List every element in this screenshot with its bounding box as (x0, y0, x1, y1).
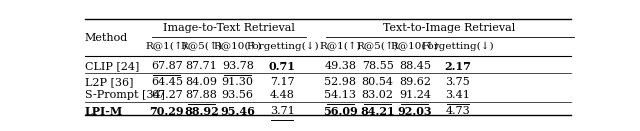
Text: 4.48: 4.48 (270, 90, 295, 100)
Text: 56.09: 56.09 (323, 106, 358, 117)
Text: 64.45: 64.45 (151, 77, 183, 87)
Text: 78.55: 78.55 (362, 61, 394, 71)
Text: R@1(↑): R@1(↑) (319, 42, 361, 51)
Text: R@5(↑): R@5(↑) (180, 42, 222, 51)
Text: 87.71: 87.71 (186, 61, 218, 71)
Text: 7.17: 7.17 (270, 77, 294, 87)
Text: 92.03: 92.03 (397, 106, 432, 117)
Text: Forgetting(↓): Forgetting(↓) (246, 42, 319, 51)
Text: CLIP [24]: CLIP [24] (85, 61, 140, 71)
Text: 3.41: 3.41 (445, 90, 470, 100)
Text: 67.27: 67.27 (151, 90, 182, 100)
Text: 91.24: 91.24 (399, 90, 431, 100)
Text: 67.87: 67.87 (151, 61, 182, 71)
Text: 3.71: 3.71 (270, 106, 295, 116)
Text: 54.13: 54.13 (324, 90, 356, 100)
Text: 49.38: 49.38 (324, 61, 356, 71)
Text: 89.62: 89.62 (399, 77, 431, 87)
Text: R@1(↑): R@1(↑) (146, 42, 188, 51)
Text: R@10(↑): R@10(↑) (214, 42, 262, 51)
Text: L2P [36]: L2P [36] (85, 77, 134, 87)
Text: Image-to-Text Retrieval: Image-to-Text Retrieval (163, 23, 295, 33)
Text: R@10(↑): R@10(↑) (390, 42, 439, 51)
Text: 93.78: 93.78 (222, 61, 253, 71)
Text: 4.73: 4.73 (445, 106, 470, 116)
Text: 80.54: 80.54 (362, 77, 394, 87)
Text: 88.92: 88.92 (184, 106, 219, 117)
Text: 88.45: 88.45 (399, 61, 431, 71)
Text: 84.09: 84.09 (186, 77, 218, 87)
Text: 87.88: 87.88 (186, 90, 218, 100)
Text: 3.75: 3.75 (445, 77, 470, 87)
Text: 70.29: 70.29 (150, 106, 184, 117)
Text: 91.30: 91.30 (221, 77, 253, 87)
Text: S-Prompt [34]: S-Prompt [34] (85, 90, 165, 100)
Text: LPI-M: LPI-M (85, 106, 124, 117)
Text: Method: Method (85, 33, 128, 43)
Text: 2.17: 2.17 (445, 61, 472, 72)
Text: 93.56: 93.56 (221, 90, 253, 100)
Text: 84.21: 84.21 (360, 106, 395, 117)
Text: 95.46: 95.46 (220, 106, 255, 117)
Text: Text-to-Image Retrieval: Text-to-Image Retrieval (383, 23, 516, 33)
Text: 83.02: 83.02 (362, 90, 394, 100)
Text: 0.71: 0.71 (269, 61, 296, 72)
Text: Forgetting(↓): Forgetting(↓) (422, 42, 494, 51)
Text: R@5(↑): R@5(↑) (356, 42, 399, 51)
Text: 52.98: 52.98 (324, 77, 356, 87)
